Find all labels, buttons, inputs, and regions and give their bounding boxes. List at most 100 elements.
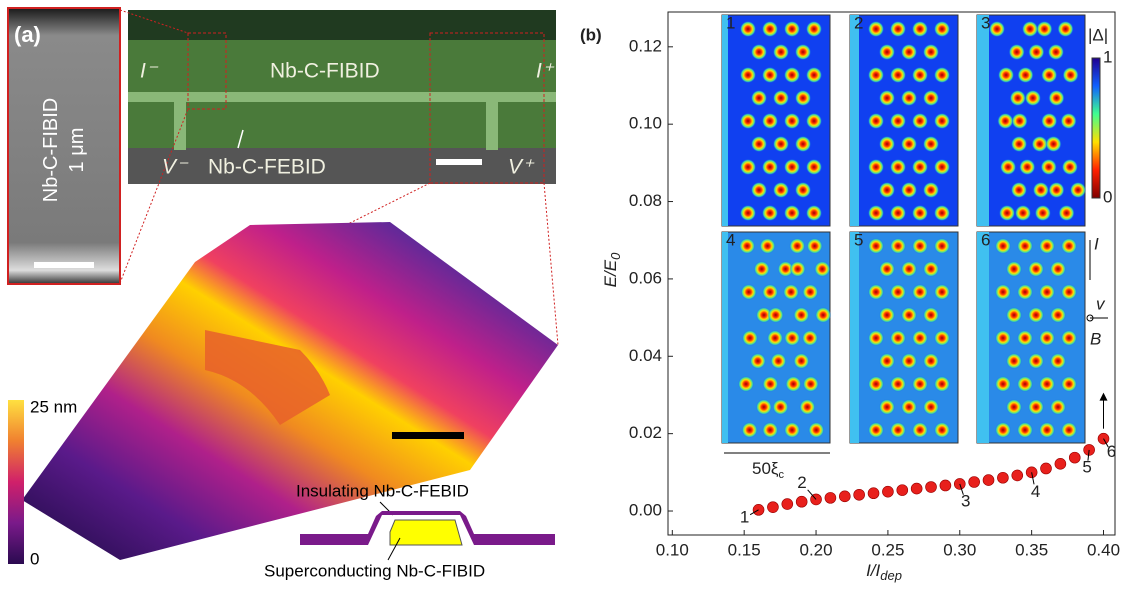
vortex — [868, 330, 884, 346]
vortex — [742, 422, 758, 438]
vortex — [934, 422, 950, 438]
vortex — [912, 376, 928, 392]
vortex — [751, 136, 767, 152]
vortex — [912, 113, 928, 129]
vortex — [998, 67, 1014, 83]
data-point — [767, 502, 778, 513]
vortex — [1000, 159, 1016, 175]
vortex — [868, 238, 884, 254]
vortex — [772, 399, 788, 415]
inset-label: 4 — [726, 230, 735, 249]
vortex — [901, 261, 917, 277]
vortex — [808, 422, 824, 438]
inset-label: 5 — [854, 230, 863, 249]
x-tick-label: 0.25 — [871, 540, 904, 559]
vortex — [793, 353, 809, 369]
vortex — [1017, 376, 1033, 392]
vortex — [806, 205, 822, 221]
figure: (a) Nb-C-FIBID1 μm I⁻ I⁺ Nb-C-FIBID Nb-C… — [0, 0, 1131, 585]
annotation: 3 — [961, 491, 970, 510]
scale-bar — [34, 262, 94, 268]
vortex — [934, 205, 950, 221]
vortex — [784, 67, 800, 83]
data-point — [1012, 470, 1023, 481]
vortex — [806, 67, 822, 83]
y-axis-label: E/E0 — [601, 252, 623, 287]
vortex — [901, 307, 917, 323]
vortex — [1028, 399, 1044, 415]
vortex — [934, 238, 950, 254]
vortex — [995, 376, 1011, 392]
vortex — [1028, 44, 1044, 60]
zoom-line — [340, 183, 430, 228]
vortex — [995, 284, 1011, 300]
vortex — [1035, 205, 1051, 221]
panel-label: (a) — [14, 22, 41, 47]
vortex — [1058, 21, 1074, 37]
vortex — [1048, 44, 1064, 60]
vortex — [806, 159, 822, 175]
vortex — [901, 399, 917, 415]
sem-label-line: Nb-C-FIBID — [40, 98, 62, 202]
vortex — [879, 307, 895, 323]
vortex — [890, 284, 906, 300]
vortex — [1032, 136, 1048, 152]
inset-label: 1 — [726, 13, 735, 32]
vortex — [1063, 67, 1079, 83]
data-point — [997, 472, 1008, 483]
vortex — [901, 90, 917, 106]
inset-label: 2 — [854, 13, 863, 32]
vortex — [890, 205, 906, 221]
vortex — [740, 159, 756, 175]
vortex — [1018, 67, 1034, 83]
vortex — [879, 261, 895, 277]
inset-edge — [722, 232, 728, 443]
vortex — [912, 238, 928, 254]
vortex — [1006, 307, 1022, 323]
y-tick-label: 0.02 — [629, 423, 662, 442]
vortex — [738, 376, 754, 392]
vortex — [785, 376, 801, 392]
vortex — [923, 90, 939, 106]
x-label-main: I/I — [866, 561, 880, 580]
vortex — [901, 353, 917, 369]
x-tick-label: 0.20 — [799, 540, 832, 559]
vortex — [879, 182, 895, 198]
annotation: 4 — [1031, 482, 1040, 501]
vortex — [879, 136, 895, 152]
vortex — [879, 399, 895, 415]
vortex — [750, 353, 766, 369]
vortex — [912, 205, 928, 221]
vortex — [868, 67, 884, 83]
vortex — [762, 67, 778, 83]
vortex — [1028, 261, 1044, 277]
vortex — [1059, 205, 1075, 221]
vortex — [912, 67, 928, 83]
vortex — [999, 205, 1015, 221]
vortex — [1050, 353, 1066, 369]
data-point — [940, 480, 951, 491]
inset-edge — [977, 232, 989, 443]
vortex — [793, 307, 809, 323]
vortex — [1041, 67, 1057, 83]
data-point — [825, 492, 836, 503]
vortex — [912, 330, 928, 346]
zoom-line — [544, 183, 558, 345]
vortex — [760, 238, 776, 254]
vortex — [868, 205, 884, 221]
sem-band — [128, 10, 556, 40]
vortex — [1006, 353, 1022, 369]
vortex — [762, 284, 778, 300]
lead-label: I⁻ — [140, 60, 159, 83]
vortex — [1041, 113, 1057, 129]
vortex — [1022, 21, 1038, 37]
vortex — [795, 182, 811, 198]
vortex — [1061, 330, 1077, 346]
vortex — [923, 182, 939, 198]
vortex — [795, 90, 811, 106]
vortex — [767, 330, 783, 346]
vortex — [773, 90, 789, 106]
page: (a) Nb-C-FIBID1 μm I⁻ I⁺ Nb-C-FIBID Nb-C… — [0, 0, 1131, 590]
vortex — [742, 330, 758, 346]
vortex — [762, 205, 778, 221]
